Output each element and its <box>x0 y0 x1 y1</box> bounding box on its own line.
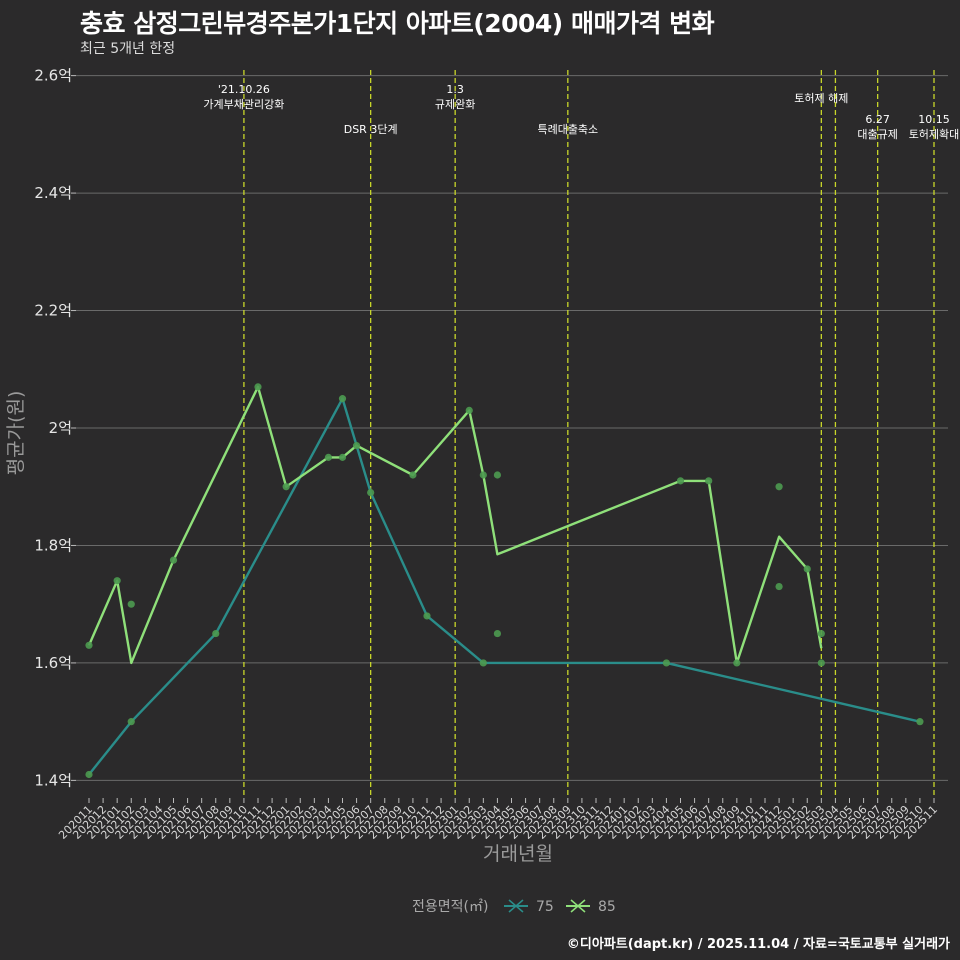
data-point <box>916 718 924 726</box>
y-tick-label: 1.8억 <box>34 536 72 554</box>
data-point <box>85 641 93 649</box>
data-point <box>409 471 417 479</box>
data-point <box>775 483 783 491</box>
event-label: 특례대출축소 <box>537 123 598 136</box>
grid <box>76 75 948 781</box>
y-tick-label: 2억 <box>49 419 72 437</box>
event-label: 10.15 <box>918 113 950 126</box>
legend-item-75: 75 <box>504 899 554 915</box>
legend-label-85: 85 <box>598 899 616 915</box>
event-label: 대출규제 <box>857 128 897 141</box>
event-label: DSR 3단계 <box>344 123 398 136</box>
series <box>87 385 921 776</box>
data-point <box>127 718 135 726</box>
data-point <box>493 471 502 479</box>
event-label: '21.10.26 <box>218 83 270 96</box>
data-point <box>662 659 671 667</box>
event-label: 규제완화 <box>435 98 475 111</box>
data-point <box>113 577 121 585</box>
data-point <box>338 453 347 461</box>
y-axis-ticks: 1.4억 1.6억 1.8억 2억 2.2억 2.4억 2.6억 <box>34 67 76 789</box>
data-point <box>423 612 431 620</box>
data-point <box>127 600 135 608</box>
y-tick-label: 2.6억 <box>34 67 72 85</box>
data-point <box>338 395 347 403</box>
data-point <box>465 406 473 414</box>
data-points <box>85 383 924 779</box>
data-point <box>676 477 685 485</box>
data-point <box>367 489 375 497</box>
data-point <box>85 770 93 779</box>
event-label: 토허제 해제 <box>794 91 848 105</box>
data-point <box>479 471 487 479</box>
y-tick-label: 1.6억 <box>34 654 72 672</box>
data-point <box>254 383 262 391</box>
event-label: 가계부채관리강화 <box>203 98 284 111</box>
data-point <box>324 453 333 461</box>
data-point <box>817 659 825 667</box>
source-caption: ©디아파트(dapt.kr) / 2025.11.04 / 자료=국토교통부 실… <box>566 937 950 952</box>
data-point <box>733 659 741 667</box>
data-point <box>803 565 811 573</box>
y-axis-title: 평균가(원) <box>5 391 27 476</box>
data-point <box>705 477 713 485</box>
chart-title: 충효 삼정그린뷰경주본가1단지 아파트(2004) 매매가격 변화 <box>80 9 715 38</box>
legend-item-85: 85 <box>566 899 616 915</box>
data-point <box>169 556 178 564</box>
data-point <box>352 442 361 450</box>
data-point <box>817 629 825 638</box>
legend-title: 전용면적(㎡) <box>412 899 488 915</box>
data-point <box>775 582 783 591</box>
y-tick-label: 1.4억 <box>34 771 72 789</box>
event-label: 6.27 <box>865 113 890 126</box>
y-tick-label: 2.4억 <box>34 184 72 202</box>
event-label: 토허제확대 <box>909 128 960 141</box>
series-line-75 <box>88 397 921 776</box>
legend-label-75: 75 <box>536 899 554 915</box>
chart-subtitle: 최근 5개년 한정 <box>80 41 176 57</box>
x-axis-ticks: 2020112020122021012021022021032021042021… <box>56 798 940 842</box>
legend-marker-85b <box>570 899 586 913</box>
event-label: 1.3 <box>446 83 464 96</box>
y-tick-label: 2.2억 <box>34 302 72 320</box>
data-point <box>282 483 290 491</box>
data-point <box>493 629 502 638</box>
legend: 전용면적(㎡) 75 85 <box>412 899 616 915</box>
legend-marker-75b <box>508 899 524 913</box>
data-point <box>479 659 487 667</box>
x-axis-title: 거래년월 <box>483 843 553 865</box>
data-point <box>212 629 220 638</box>
